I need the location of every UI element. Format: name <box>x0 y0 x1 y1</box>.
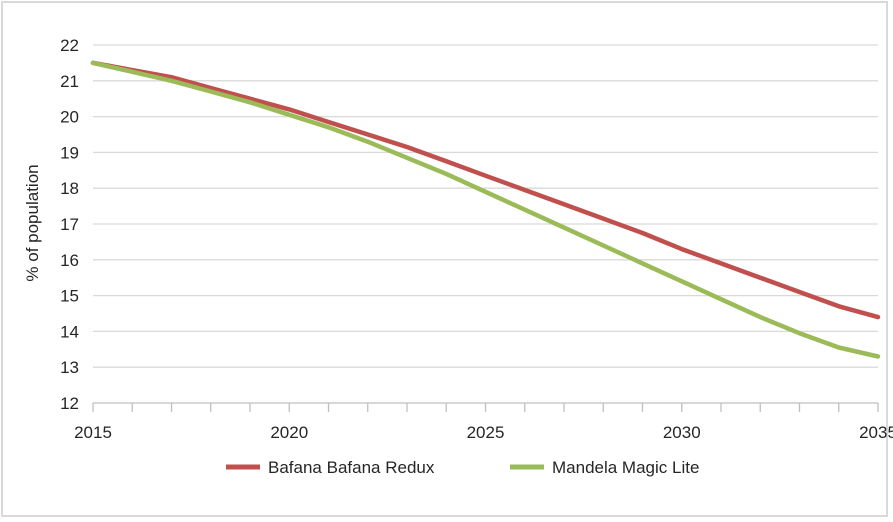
series-lines <box>90 60 881 359</box>
x-tick-label: 2025 <box>467 423 505 442</box>
y-tick-label: 21 <box>60 72 79 91</box>
legend-label-2: Mandela Magic Lite <box>552 458 699 477</box>
series-line-1 <box>90 60 881 320</box>
y-axis-title: % of population <box>23 164 42 281</box>
y-tick-label: 19 <box>60 143 79 162</box>
y-tick-label: 14 <box>60 322 79 341</box>
y-tick-label: 22 <box>60 36 79 55</box>
y-tick-label: 17 <box>60 215 79 234</box>
x-tick-label: 2030 <box>663 423 701 442</box>
x-tick-label: 2015 <box>74 423 112 442</box>
y-tick-label: 12 <box>60 394 79 413</box>
y-tick-label: 15 <box>60 287 79 306</box>
y-tick-label: 18 <box>60 179 79 198</box>
legend-label-1: Bafana Bafana Redux <box>268 458 435 477</box>
y-axis: 12 13 14 15 16 17 18 19 20 21 22 <box>60 36 79 413</box>
x-tick-label: 2035 <box>859 423 893 442</box>
legend: Bafana Bafana Redux Mandela Magic Lite <box>226 458 699 477</box>
y-tick-label: 20 <box>60 108 79 127</box>
series-line-2 <box>90 60 881 359</box>
x-axis: 2015 2020 2025 2030 2035 <box>74 402 893 442</box>
y-tick-label: 13 <box>60 358 79 377</box>
y-tick-label: 16 <box>60 251 79 270</box>
x-tick-label: 2020 <box>270 423 308 442</box>
gridlines <box>93 44 878 368</box>
